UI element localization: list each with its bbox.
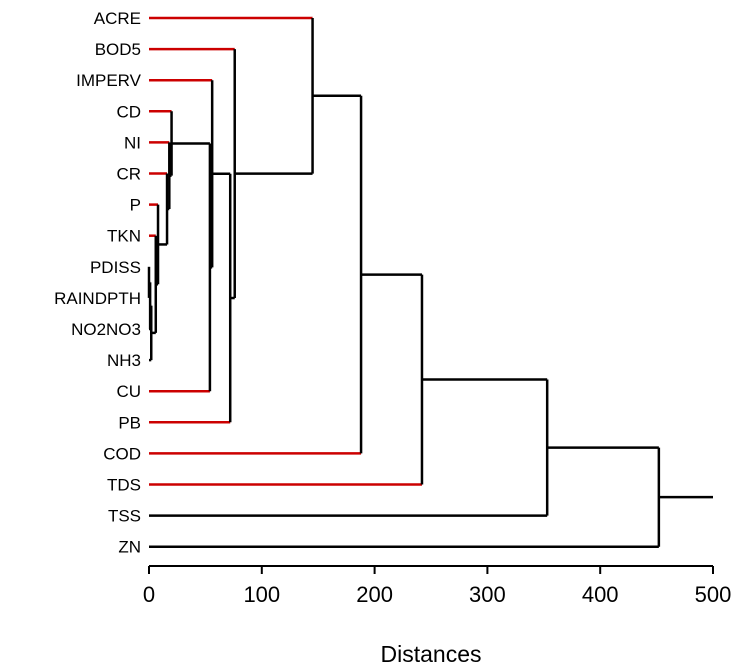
- leaf-label-acre: ACRE: [94, 9, 141, 28]
- leaf-branches: [149, 16, 659, 548]
- leaf-label-zn: ZN: [118, 538, 141, 557]
- leaf-label-cd: CD: [116, 102, 141, 121]
- leaf-label-nh3: NH3: [107, 351, 141, 370]
- leaf-label-p: P: [130, 196, 141, 215]
- x-tick-label-400: 400: [582, 582, 619, 607]
- leaf-label-no2no3: NO2NO3: [71, 320, 141, 339]
- x-tick-label-500: 500: [695, 582, 732, 607]
- leaf-label-tss: TSS: [108, 507, 141, 526]
- x-tick-label-300: 300: [469, 582, 506, 607]
- x-tick-label-200: 200: [356, 582, 393, 607]
- x-tick-label-100: 100: [243, 582, 280, 607]
- leaf-label-raindpth: RAINDPTH: [54, 289, 141, 308]
- leaf-label-imperv: IMPERV: [76, 71, 142, 90]
- leaf-label-ni: NI: [124, 133, 141, 152]
- leaf-label-cu: CU: [116, 382, 141, 401]
- leaf-label-cod: COD: [103, 444, 141, 463]
- x-axis: 0 100 200 300 400 500: [143, 565, 731, 607]
- leaf-label-pb: PB: [118, 413, 141, 432]
- leaf-label-pdiss: PDISS: [90, 258, 141, 277]
- leaf-labels: ACRE BOD5 IMPERV CD NI CR P TKN PDISS RAINDPTH NO2…: [54, 9, 142, 557]
- leaf-label-tds: TDS: [107, 476, 141, 495]
- x-axis-title: Distances: [381, 641, 482, 667]
- leaf-label-cr: CR: [116, 165, 141, 184]
- leaf-label-tkn: TKN: [107, 227, 141, 246]
- tree-links: [147, 18, 713, 547]
- x-ticks: 0 100 200 300 400 500: [143, 566, 731, 607]
- leaf-label-bod5: BOD5: [95, 40, 141, 59]
- x-tick-label-0: 0: [143, 582, 155, 607]
